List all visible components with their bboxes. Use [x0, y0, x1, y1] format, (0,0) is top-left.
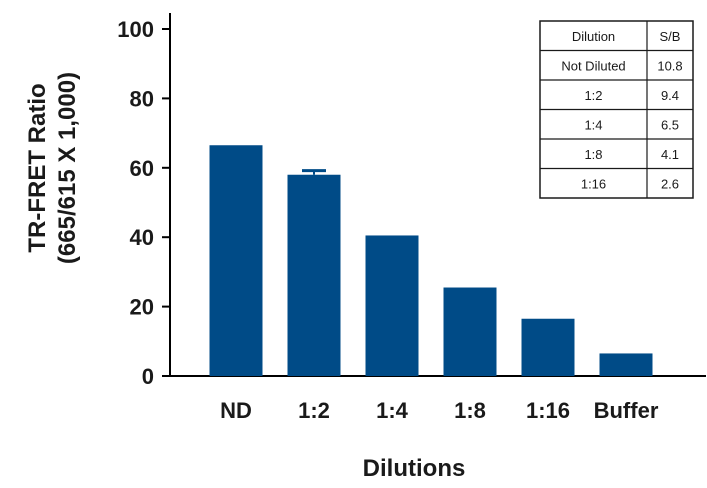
- bar: [443, 287, 497, 376]
- bar: [521, 318, 575, 376]
- x-tick-label: 1:16: [526, 398, 570, 423]
- table-cell: 1:2: [584, 88, 602, 103]
- x-tick-label: 1:2: [298, 398, 330, 423]
- x-tick-label: ND: [220, 398, 252, 423]
- bar: [599, 353, 653, 376]
- y-tick-label: 0: [142, 364, 154, 389]
- table-cell: 9.4: [661, 88, 679, 103]
- y-tick-label: 100: [117, 17, 154, 42]
- table-header-cell: Dilution: [572, 29, 615, 44]
- table-cell: 4.1: [661, 147, 679, 162]
- table-header-cell: S/B: [660, 29, 681, 44]
- bar: [287, 174, 341, 376]
- x-axis-title: Dilutions: [363, 455, 466, 482]
- x-tick-label: 1:4: [376, 398, 409, 423]
- y-axis-title-line-1: TR-FRET Ratio: [24, 83, 51, 252]
- y-axis-title: TR-FRET Ratio (665/615 X 1,000): [24, 72, 81, 264]
- table-cell: 2.6: [661, 176, 679, 191]
- y-tick-label: 60: [130, 156, 154, 181]
- plot-area: 0 20 40 60 80 100 ND 1:2 1:4 1:8 1:16 Buffer: [117, 13, 706, 423]
- x-tick-label: 1:8: [454, 398, 486, 423]
- table-cell: 1:16: [581, 176, 606, 191]
- y-tick-label: 80: [130, 86, 154, 111]
- table-cell: 10.8: [657, 58, 682, 73]
- bar: [209, 145, 263, 376]
- table-cell: 1:4: [584, 117, 602, 132]
- y-tick-label: 20: [130, 295, 154, 320]
- sb-table: Dilution S/B Not Diluted 10.8 1:2 9.4 1:4 6.5 1:…: [539, 20, 694, 199]
- bar: [365, 235, 419, 376]
- table-cell: 6.5: [661, 117, 679, 132]
- x-tick-label: Buffer: [594, 398, 659, 423]
- y-axis-title-line-2: (665/615 X 1,000): [54, 72, 81, 264]
- table-cell: Not Diluted: [561, 58, 625, 73]
- table-cell: 1:8: [584, 147, 602, 162]
- y-tick-label: 40: [130, 225, 154, 250]
